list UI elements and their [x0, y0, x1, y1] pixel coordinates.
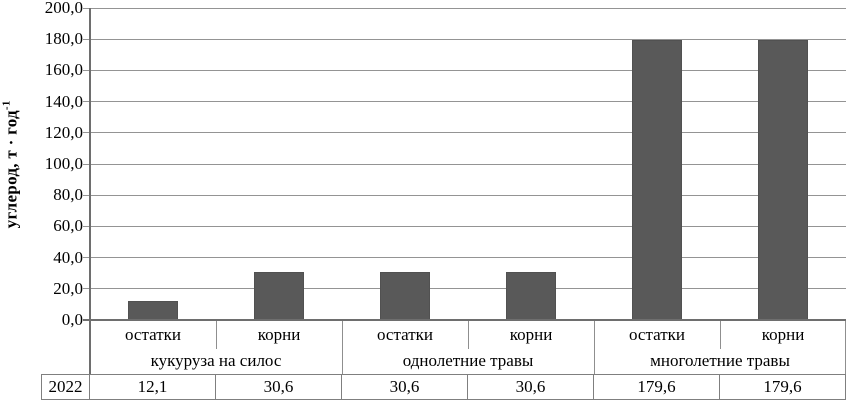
y-axis-title-main: углерод, т · год [1, 109, 21, 228]
category-separator [719, 320, 721, 349]
table-cell: 179,6 [720, 374, 846, 400]
bar [128, 301, 178, 320]
y-tick-label: 80,0 [53, 185, 83, 205]
gridline [83, 38, 846, 40]
y-axis-title: углерод, т · год-1 [0, 8, 24, 320]
bar [758, 39, 808, 320]
bar [506, 272, 556, 320]
category-label: остатки [377, 324, 433, 344]
gridline [83, 163, 846, 165]
category-label: корни [257, 324, 301, 344]
gridline [83, 132, 846, 134]
category-label: остатки [125, 324, 181, 344]
gridline [83, 288, 846, 290]
y-tick-label: 200,0 [44, 0, 83, 17]
bar [254, 272, 304, 320]
gridline [83, 7, 846, 9]
gridline [83, 257, 846, 259]
y-tick-label: 180,0 [44, 29, 83, 49]
bar [632, 39, 682, 320]
table-cell: 30,6 [468, 374, 594, 400]
y-tick-label: 120,0 [44, 122, 83, 142]
group-label: кукуруза на силос [150, 351, 282, 370]
gridline [83, 69, 846, 71]
category-label: корни [509, 324, 553, 344]
x-axis-line [83, 319, 846, 321]
gridline [83, 194, 846, 196]
group-label: однолетние травы [402, 351, 534, 370]
category-separator [467, 320, 469, 349]
category-separator [215, 320, 217, 349]
group-separator [341, 320, 343, 374]
group-separator [845, 320, 846, 374]
table-cell: 30,6 [342, 374, 468, 400]
category-label: остатки [629, 324, 685, 344]
table-row-header: 2022 [41, 374, 90, 400]
y-tick-label: 160,0 [44, 60, 83, 80]
bar [380, 272, 430, 320]
y-tick-label: 100,0 [44, 154, 83, 173]
y-axis-title-superscript: -1 [0, 100, 13, 110]
y-tick-label: 20,0 [53, 278, 83, 298]
group-separator [593, 320, 595, 374]
gridline [83, 225, 846, 227]
table-cell: 12,1 [90, 374, 216, 400]
y-axis-title-text: углерод, т · год-1 [1, 100, 22, 228]
y-tick-label: 0,0 [61, 310, 83, 329]
table-cell: 179,6 [594, 374, 720, 400]
y-axis-line [89, 8, 91, 374]
y-tick-label: 60,0 [53, 216, 83, 236]
group-label: многолетние травы [650, 351, 790, 370]
y-tick-label: 40,0 [53, 247, 83, 267]
category-label: корни [761, 324, 805, 344]
y-tick-label: 140,0 [44, 91, 83, 111]
table-cell: 30,6 [216, 374, 342, 400]
gridline [83, 101, 846, 103]
